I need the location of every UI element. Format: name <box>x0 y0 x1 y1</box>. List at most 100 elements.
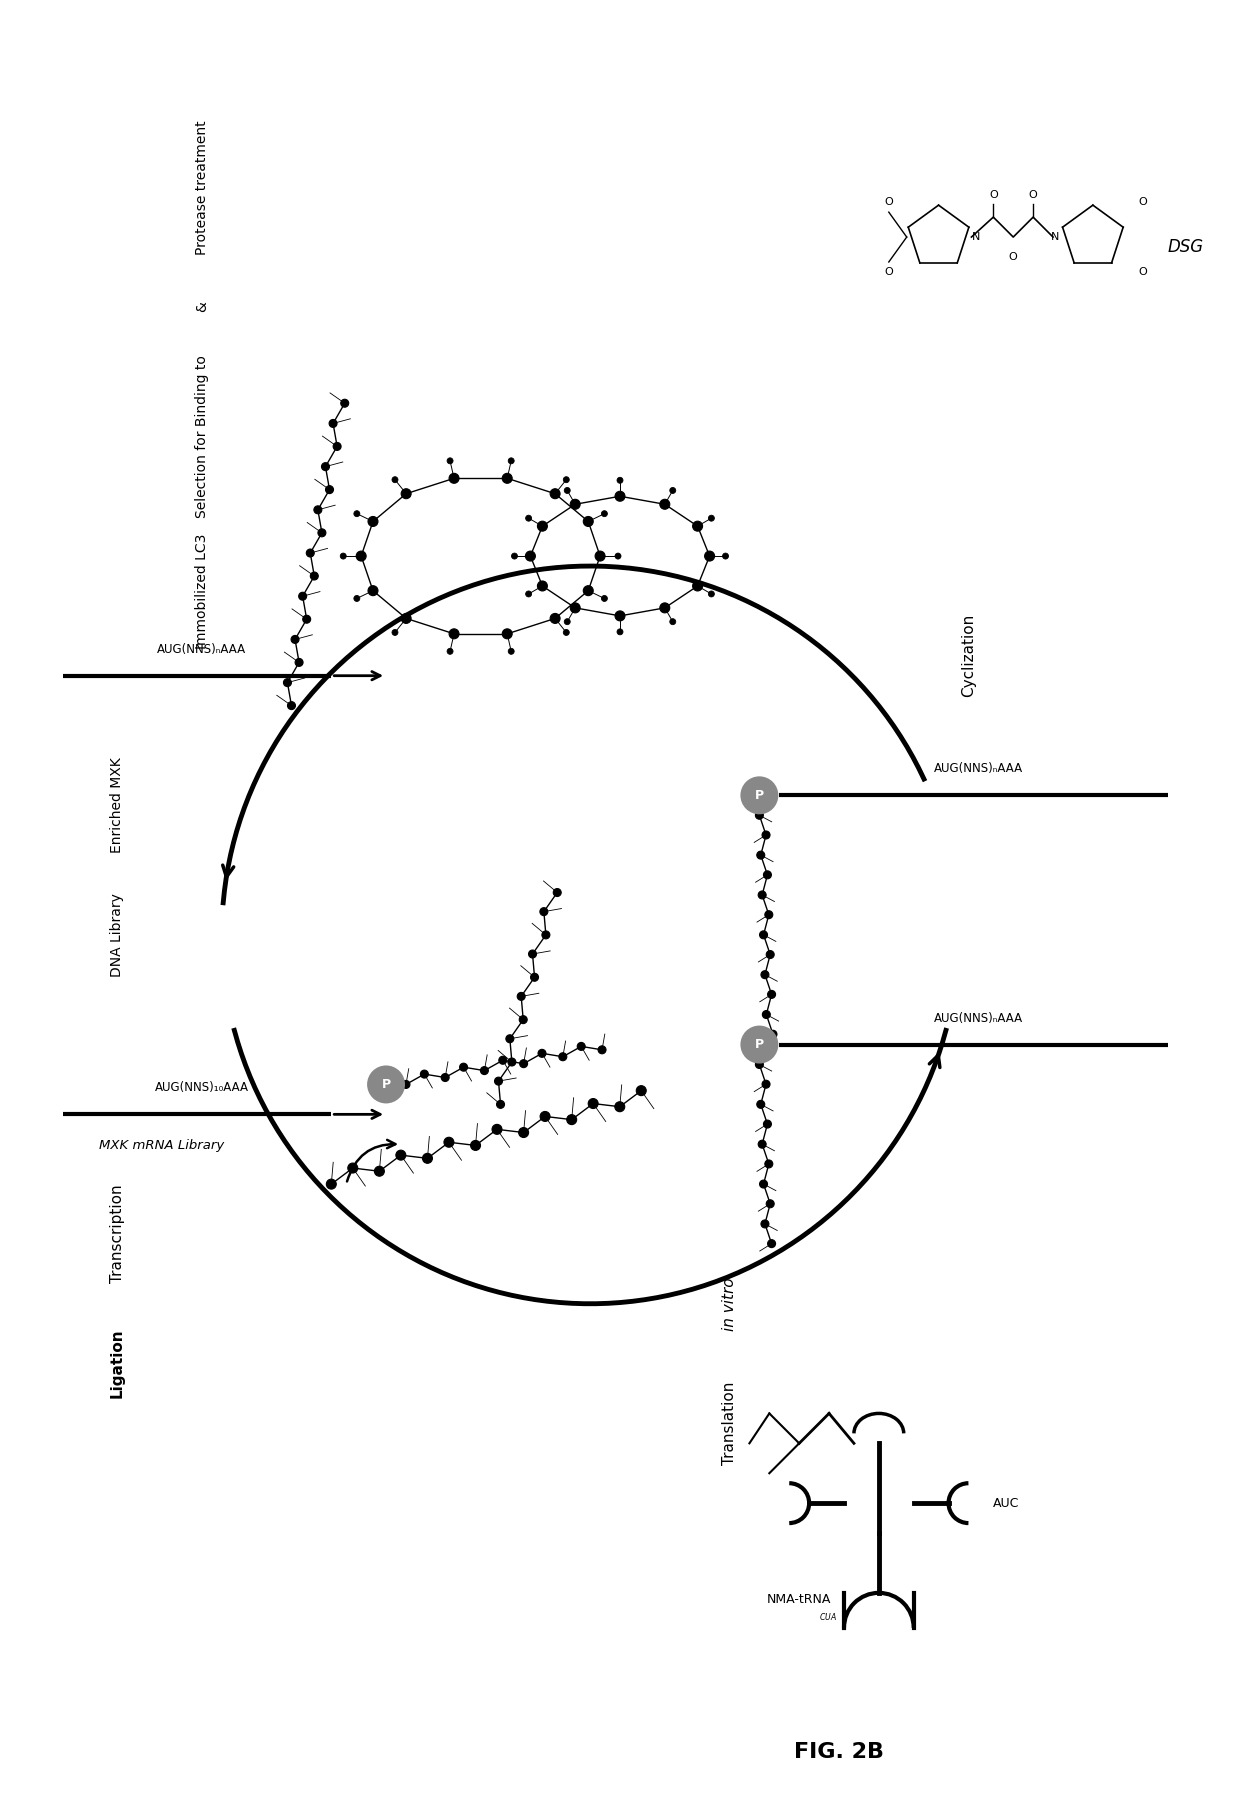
Circle shape <box>704 551 714 561</box>
Circle shape <box>538 1049 546 1058</box>
Circle shape <box>326 486 334 493</box>
Circle shape <box>761 971 769 978</box>
Circle shape <box>761 1220 769 1227</box>
Circle shape <box>495 1078 502 1085</box>
Circle shape <box>317 529 326 536</box>
Circle shape <box>402 489 412 498</box>
Circle shape <box>502 473 512 484</box>
Text: AUG(NNS)ₙAAA: AUG(NNS)ₙAAA <box>934 762 1023 776</box>
Circle shape <box>595 551 605 561</box>
Circle shape <box>423 1153 433 1162</box>
Circle shape <box>708 514 714 522</box>
Circle shape <box>570 603 580 614</box>
Text: Cyclization: Cyclization <box>961 614 976 697</box>
Circle shape <box>615 1101 625 1112</box>
Text: O: O <box>1138 267 1147 276</box>
Circle shape <box>444 1137 454 1148</box>
Circle shape <box>708 590 714 597</box>
Circle shape <box>756 1101 765 1108</box>
Circle shape <box>441 1074 449 1081</box>
Circle shape <box>340 552 346 560</box>
Circle shape <box>618 628 622 635</box>
Circle shape <box>392 630 398 635</box>
Circle shape <box>353 511 360 516</box>
Circle shape <box>758 1141 766 1148</box>
Circle shape <box>347 1162 358 1173</box>
Circle shape <box>492 1125 502 1134</box>
Circle shape <box>526 590 532 597</box>
Text: AUC: AUC <box>993 1496 1019 1509</box>
Circle shape <box>570 500 580 509</box>
Circle shape <box>480 1067 489 1074</box>
Circle shape <box>618 477 622 484</box>
Circle shape <box>583 585 593 596</box>
Text: Enriched MXK: Enriched MXK <box>110 758 124 854</box>
Circle shape <box>448 458 453 464</box>
Circle shape <box>368 1067 404 1103</box>
Circle shape <box>742 1027 777 1063</box>
Circle shape <box>768 991 775 998</box>
Circle shape <box>615 552 621 560</box>
Text: AUG(NNS)ₙAAA: AUG(NNS)ₙAAA <box>934 1011 1023 1025</box>
Text: AUG(NNS)₁₀AAA: AUG(NNS)₁₀AAA <box>155 1081 249 1094</box>
Text: N: N <box>972 233 981 242</box>
Circle shape <box>420 1070 428 1078</box>
Circle shape <box>660 603 670 614</box>
Text: N: N <box>1050 233 1059 242</box>
Circle shape <box>531 973 538 982</box>
Circle shape <box>498 1056 507 1065</box>
Circle shape <box>496 1101 505 1108</box>
Circle shape <box>564 619 570 625</box>
Circle shape <box>615 610 625 621</box>
Circle shape <box>670 487 676 493</box>
Circle shape <box>769 1031 777 1038</box>
Circle shape <box>615 491 625 502</box>
Circle shape <box>396 1150 405 1161</box>
Text: O: O <box>1138 197 1147 208</box>
Circle shape <box>601 511 608 516</box>
Text: O: O <box>1029 190 1038 200</box>
Circle shape <box>766 1200 774 1208</box>
Circle shape <box>526 551 536 561</box>
Circle shape <box>449 473 459 484</box>
Circle shape <box>763 1079 770 1088</box>
Circle shape <box>758 892 766 899</box>
Text: &: & <box>195 301 208 312</box>
Circle shape <box>564 487 570 493</box>
Circle shape <box>314 505 322 514</box>
Circle shape <box>520 1060 527 1067</box>
Circle shape <box>306 549 314 558</box>
Circle shape <box>321 462 330 471</box>
Circle shape <box>693 581 703 590</box>
Circle shape <box>755 810 764 819</box>
Circle shape <box>763 1011 770 1018</box>
Circle shape <box>368 516 378 527</box>
Text: P: P <box>755 1038 764 1051</box>
Circle shape <box>763 830 770 839</box>
Circle shape <box>329 419 337 428</box>
Circle shape <box>765 1161 773 1168</box>
Circle shape <box>760 1180 768 1188</box>
Circle shape <box>583 516 593 527</box>
Text: P: P <box>382 1078 391 1090</box>
Circle shape <box>326 1179 336 1189</box>
Circle shape <box>341 399 348 408</box>
Circle shape <box>660 500 670 509</box>
Circle shape <box>528 949 537 958</box>
Circle shape <box>578 1043 585 1051</box>
Text: Immobilized LC3: Immobilized LC3 <box>195 532 208 648</box>
Text: Selection for Binding to: Selection for Binding to <box>195 356 208 518</box>
Text: DSG: DSG <box>1168 238 1204 256</box>
Text: MXK mRNA Library: MXK mRNA Library <box>99 1139 224 1152</box>
Circle shape <box>526 514 532 522</box>
Circle shape <box>511 552 517 560</box>
Circle shape <box>392 477 398 482</box>
Circle shape <box>506 1034 513 1043</box>
Circle shape <box>295 659 303 666</box>
Text: FIG. 2B: FIG. 2B <box>794 1742 884 1762</box>
Circle shape <box>508 458 515 464</box>
Text: $^{CUA}$: $^{CUA}$ <box>820 1614 837 1623</box>
Circle shape <box>755 1061 764 1069</box>
Circle shape <box>502 628 512 639</box>
Circle shape <box>356 551 366 561</box>
